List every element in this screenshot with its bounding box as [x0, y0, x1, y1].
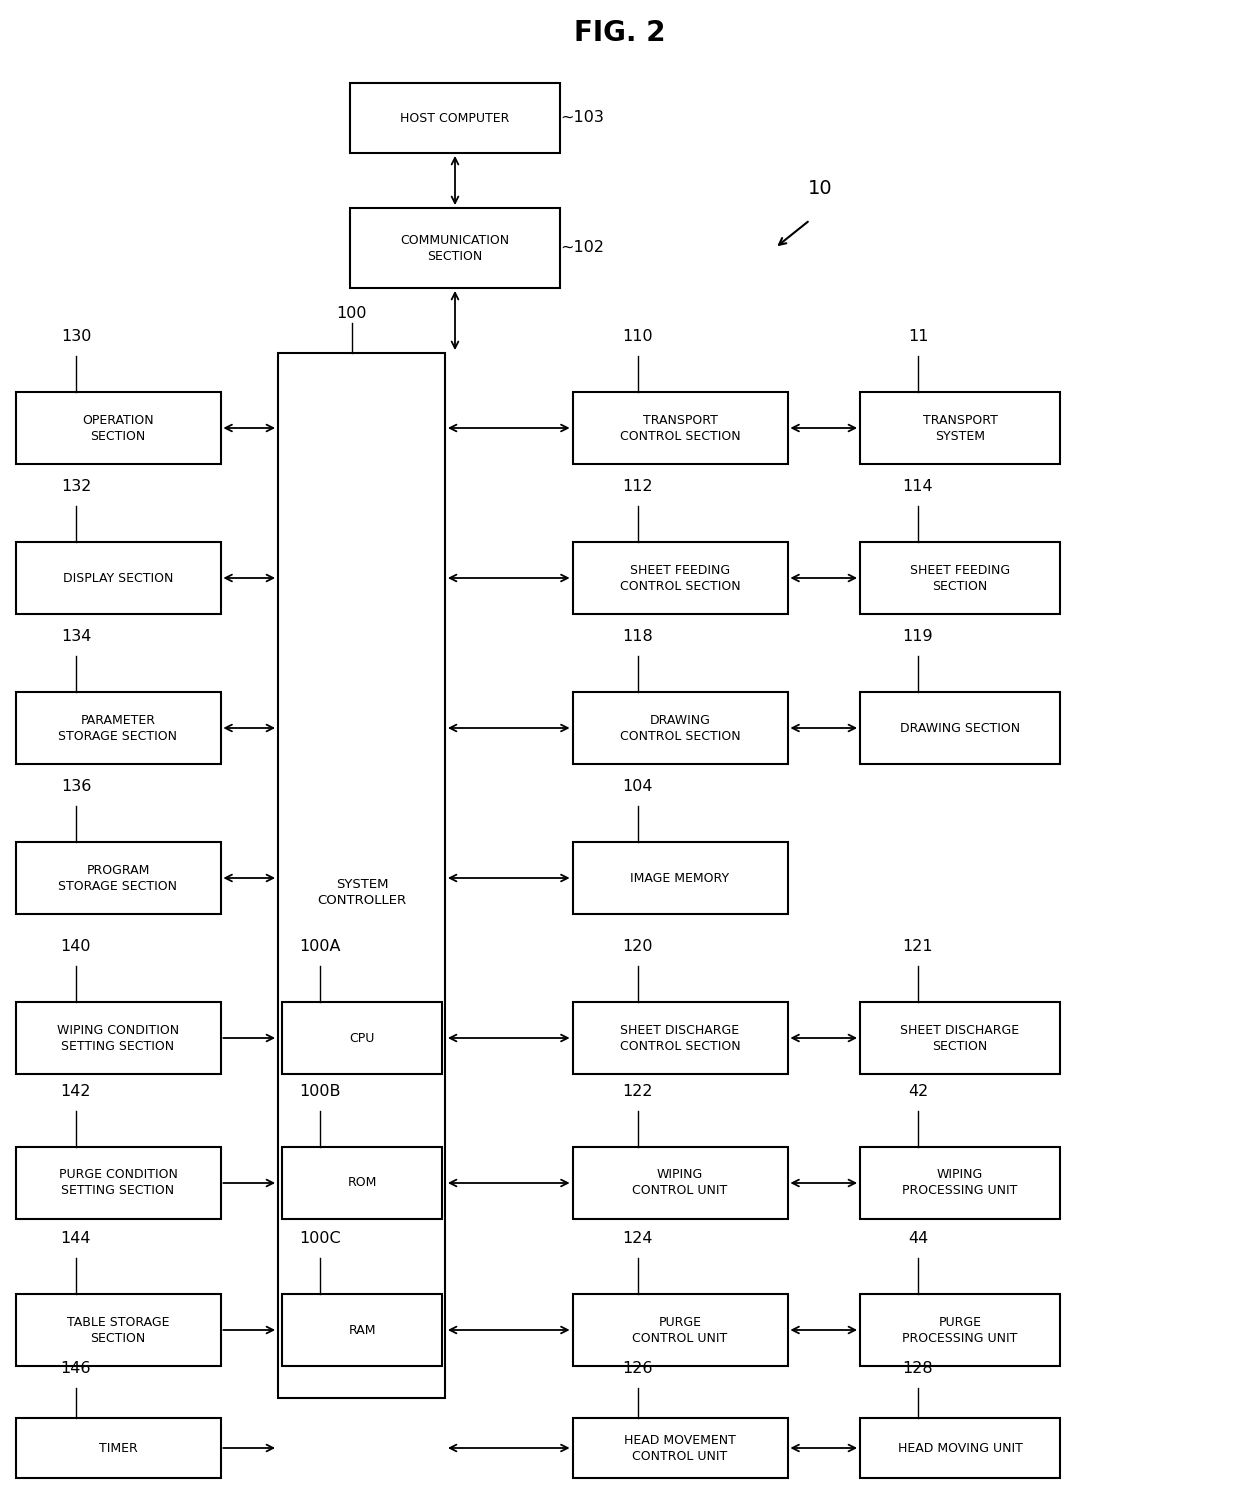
Bar [281, 1295, 441, 1366]
Text: WIPING
CONTROL UNIT: WIPING CONTROL UNIT [632, 1168, 728, 1198]
Text: ~103: ~103 [560, 110, 604, 125]
Bar [15, 1001, 221, 1074]
Bar [861, 1295, 1060, 1366]
Text: FIG. 2: FIG. 2 [574, 19, 666, 48]
Text: PARAMETER
STORAGE SECTION: PARAMETER STORAGE SECTION [58, 714, 177, 743]
Bar [573, 1295, 787, 1366]
Bar [573, 842, 787, 914]
Text: 128: 128 [903, 1362, 934, 1376]
Text: CPU: CPU [350, 1031, 374, 1045]
Text: SHEET FEEDING
CONTROL SECTION: SHEET FEEDING CONTROL SECTION [620, 564, 740, 592]
Bar [861, 692, 1060, 763]
Bar [350, 208, 560, 289]
Bar [15, 1147, 221, 1219]
Bar [861, 1418, 1060, 1478]
Text: 114: 114 [903, 479, 934, 494]
Bar [278, 353, 445, 1399]
Text: SHEET DISCHARGE
SECTION: SHEET DISCHARGE SECTION [900, 1024, 1019, 1052]
Text: DRAWING SECTION: DRAWING SECTION [900, 722, 1021, 735]
Text: 120: 120 [622, 939, 653, 954]
Text: SYSTEM
CONTROLLER: SYSTEM CONTROLLER [317, 878, 407, 908]
Text: 140: 140 [61, 939, 92, 954]
Text: WIPING CONDITION
SETTING SECTION: WIPING CONDITION SETTING SECTION [57, 1024, 179, 1052]
Text: 142: 142 [61, 1083, 92, 1100]
Text: 136: 136 [61, 780, 92, 795]
Text: HEAD MOVING UNIT: HEAD MOVING UNIT [898, 1442, 1023, 1454]
Bar [15, 1418, 221, 1478]
Text: TRANSPORT
CONTROL SECTION: TRANSPORT CONTROL SECTION [620, 414, 740, 442]
Text: 11: 11 [908, 329, 929, 344]
Text: 121: 121 [903, 939, 934, 954]
Bar [861, 1001, 1060, 1074]
Text: PROGRAM
STORAGE SECTION: PROGRAM STORAGE SECTION [58, 863, 177, 893]
Bar [573, 542, 787, 615]
Text: WIPING
PROCESSING UNIT: WIPING PROCESSING UNIT [903, 1168, 1018, 1198]
Text: 132: 132 [61, 479, 92, 494]
Text: 104: 104 [622, 780, 653, 795]
Bar [573, 391, 787, 464]
Text: 100B: 100B [299, 1083, 341, 1100]
Text: IMAGE MEMORY: IMAGE MEMORY [630, 872, 729, 884]
Text: 100C: 100C [299, 1231, 341, 1245]
Bar [350, 83, 560, 153]
Text: PURGE
CONTROL UNIT: PURGE CONTROL UNIT [632, 1315, 728, 1345]
Text: OPERATION
SECTION: OPERATION SECTION [82, 414, 154, 442]
Text: 42: 42 [908, 1083, 928, 1100]
Bar [573, 1147, 787, 1219]
Text: 10: 10 [807, 179, 832, 198]
Bar [15, 842, 221, 914]
Text: SHEET DISCHARGE
CONTROL SECTION: SHEET DISCHARGE CONTROL SECTION [620, 1024, 740, 1052]
Text: DISPLAY SECTION: DISPLAY SECTION [63, 571, 174, 585]
Bar [281, 1001, 441, 1074]
Text: ~102: ~102 [560, 241, 604, 256]
Text: DRAWING
CONTROL SECTION: DRAWING CONTROL SECTION [620, 714, 740, 743]
Bar [573, 1001, 787, 1074]
Text: COMMUNICATION
SECTION: COMMUNICATION SECTION [401, 234, 510, 262]
Text: 100A: 100A [299, 939, 341, 954]
Bar [573, 1418, 787, 1478]
Text: 110: 110 [622, 329, 653, 344]
Text: 130: 130 [61, 329, 92, 344]
Bar [861, 542, 1060, 615]
Text: 146: 146 [61, 1362, 92, 1376]
Bar [573, 692, 787, 763]
Text: TRANSPORT
SYSTEM: TRANSPORT SYSTEM [923, 414, 997, 442]
Bar [861, 391, 1060, 464]
Text: PURGE
PROCESSING UNIT: PURGE PROCESSING UNIT [903, 1315, 1018, 1345]
Text: 144: 144 [61, 1231, 92, 1245]
Bar [15, 542, 221, 615]
Text: HEAD MOVEMENT
CONTROL UNIT: HEAD MOVEMENT CONTROL UNIT [624, 1433, 735, 1463]
Text: 100: 100 [336, 307, 367, 321]
Text: ROM: ROM [347, 1177, 377, 1189]
Text: 119: 119 [903, 629, 934, 644]
Text: SHEET FEEDING
SECTION: SHEET FEEDING SECTION [910, 564, 1011, 592]
Bar [15, 1295, 221, 1366]
Text: RAM: RAM [348, 1323, 376, 1336]
Text: 44: 44 [908, 1231, 928, 1245]
Bar [15, 692, 221, 763]
Text: PURGE CONDITION
SETTING SECTION: PURGE CONDITION SETTING SECTION [58, 1168, 177, 1198]
Text: 122: 122 [622, 1083, 653, 1100]
Bar [15, 391, 221, 464]
Text: HOST COMPUTER: HOST COMPUTER [401, 112, 510, 125]
Text: TABLE STORAGE
SECTION: TABLE STORAGE SECTION [67, 1315, 169, 1345]
Text: 124: 124 [622, 1231, 653, 1245]
Text: TIMER: TIMER [99, 1442, 138, 1454]
Bar [281, 1147, 441, 1219]
Text: 134: 134 [61, 629, 92, 644]
Text: 112: 112 [622, 479, 653, 494]
Text: 118: 118 [622, 629, 653, 644]
Text: 126: 126 [622, 1362, 653, 1376]
Bar [861, 1147, 1060, 1219]
